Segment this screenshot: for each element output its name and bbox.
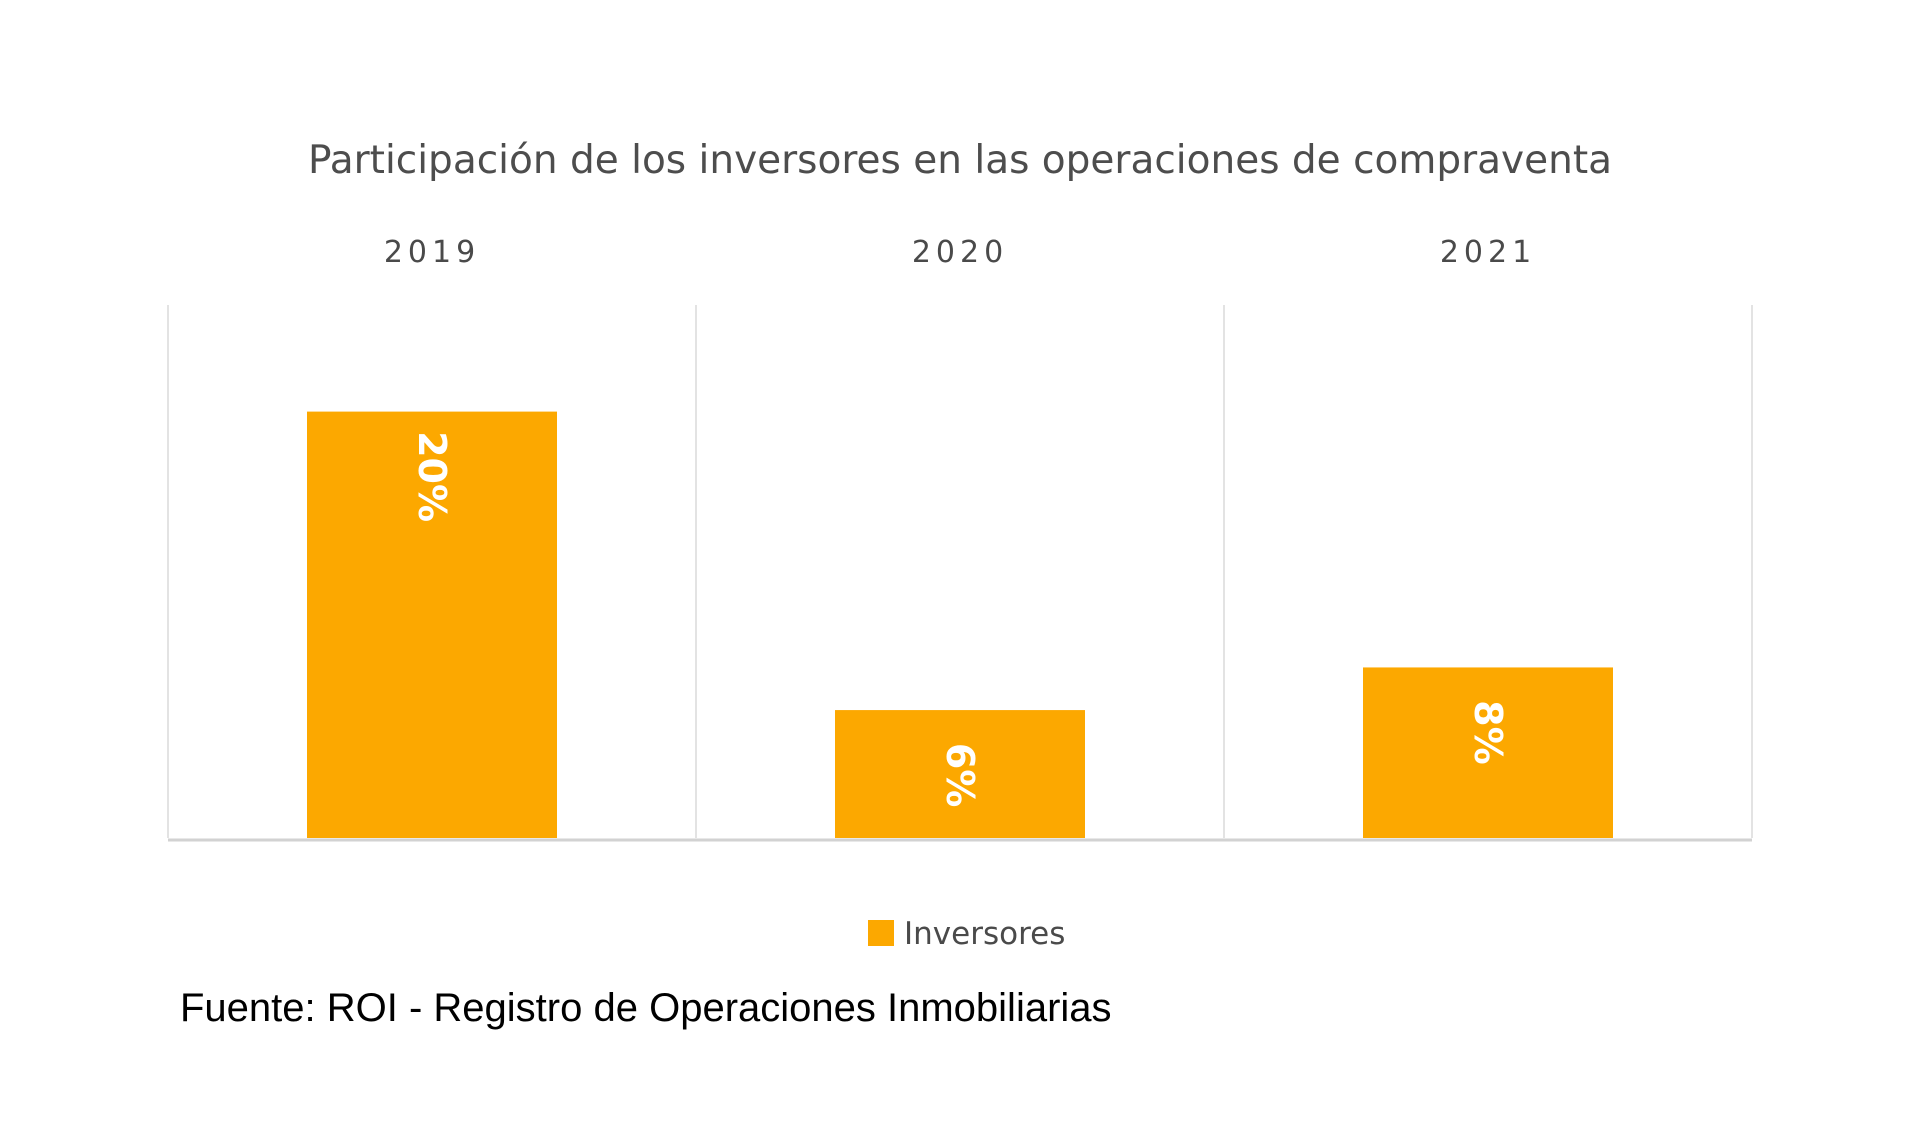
bar-label-2020: 6% bbox=[938, 743, 982, 808]
bar-2019 bbox=[307, 411, 557, 838]
legend: Inversores bbox=[868, 916, 1065, 952]
legend-swatch bbox=[868, 920, 894, 946]
bar-2021 bbox=[1363, 667, 1613, 838]
panel-label-2020: 2020 bbox=[912, 235, 1008, 270]
source-note: Fuente: ROI - Registro de Operaciones In… bbox=[180, 986, 1112, 1030]
chart-title: Participación de los inversores en las o… bbox=[308, 138, 1612, 183]
bar-label-2021: 8% bbox=[1466, 700, 1510, 765]
chart-panels: 2019 2020 2021 bbox=[167, 235, 1753, 842]
panel-label-2021: 2021 bbox=[1440, 235, 1536, 270]
legend-label: Inversores bbox=[904, 916, 1065, 952]
bar-label-2019: 20% bbox=[410, 431, 454, 522]
panel-label-2019: 2019 bbox=[384, 235, 480, 270]
chart-bars: 20% 6% 8% bbox=[307, 411, 1613, 838]
bar-2020 bbox=[835, 710, 1085, 838]
